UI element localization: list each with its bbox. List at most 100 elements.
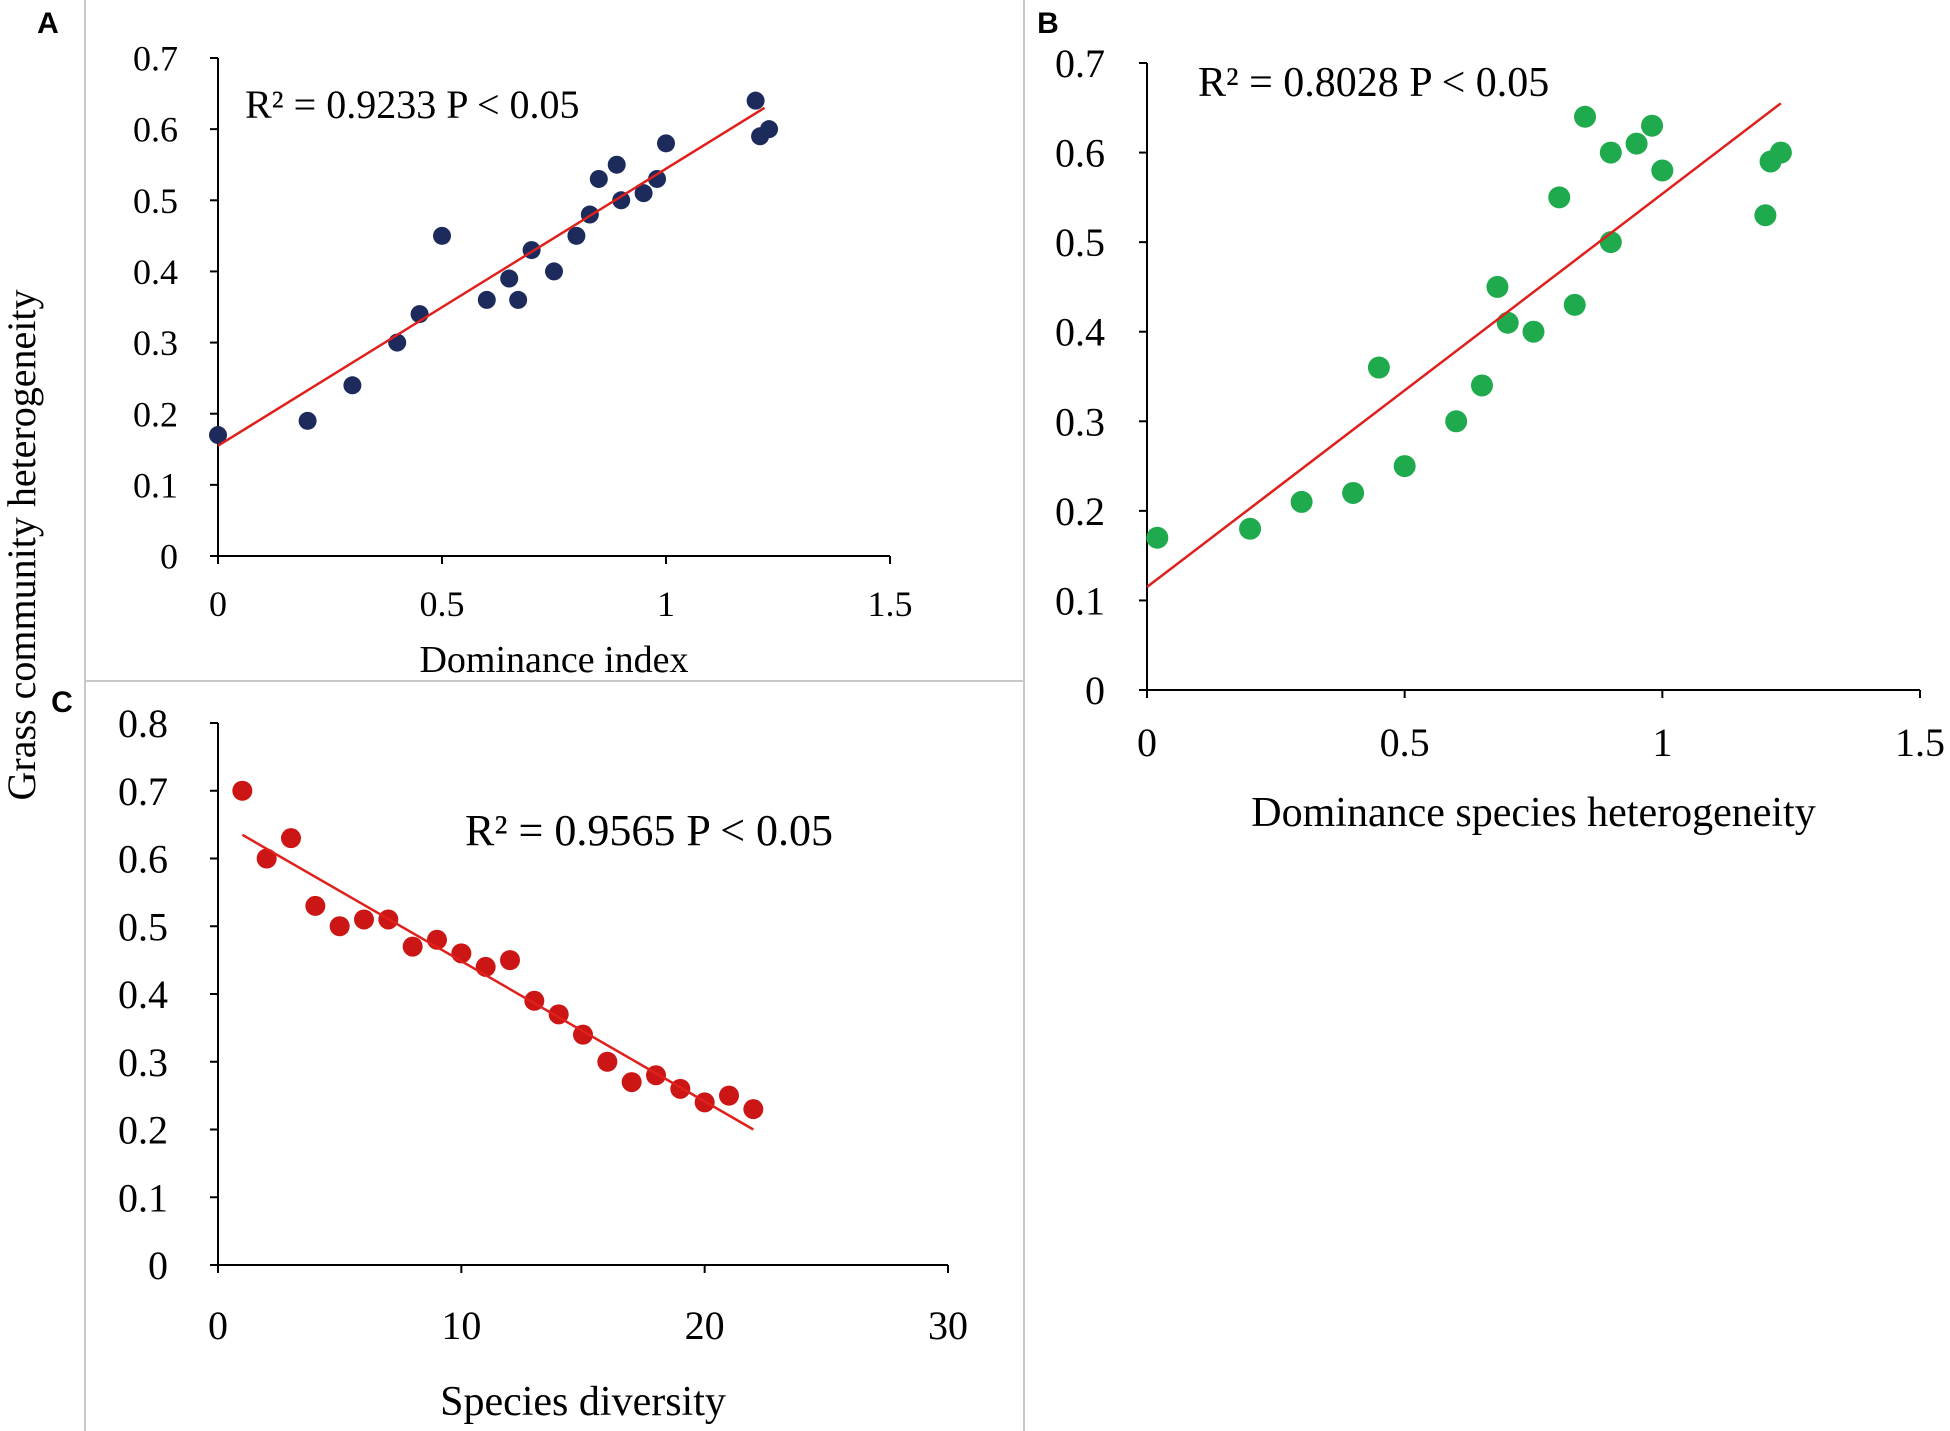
x-tick-label: 0: [209, 584, 227, 624]
y-tick-label: 0: [148, 1243, 168, 1288]
y-tick-label: 0.5: [133, 181, 178, 221]
x-tick-label: 0.5: [420, 584, 465, 624]
data-point-b: [1548, 186, 1571, 209]
data-point-b: [1563, 293, 1586, 316]
data-point-b: [1342, 481, 1365, 504]
panel-letter-a: A: [37, 7, 59, 40]
data-point-b: [1522, 320, 1545, 343]
data-point-c: [719, 1085, 739, 1106]
y-tick-label: 0.6: [1055, 131, 1105, 176]
y-tick-label: 0: [160, 537, 178, 577]
y-tick-label: 0.3: [1055, 399, 1105, 444]
data-point-b: [1574, 105, 1597, 128]
data-point-b: [1641, 114, 1664, 137]
y-tick-label: 0.5: [118, 904, 168, 949]
data-point-c: [232, 780, 253, 801]
y-tick-label: 0.7: [118, 769, 168, 814]
data-point-a: [298, 411, 317, 430]
data-point-a: [657, 134, 675, 153]
data-point-a: [634, 184, 653, 203]
y-tick-label: 0.7: [1055, 41, 1105, 86]
y-tick-label: 0.2: [118, 1108, 168, 1153]
data-point-a: [209, 426, 227, 445]
data-point-a: [746, 91, 765, 110]
y-tick-label: 0.6: [133, 110, 178, 150]
x-tick-label: 10: [441, 1303, 481, 1348]
data-point-c: [329, 916, 350, 937]
y-tick-label: 0.7: [133, 39, 178, 79]
y-tick-label: 0.1: [133, 465, 178, 505]
data-point-a: [607, 155, 626, 174]
y-tick-label: 0.4: [1055, 310, 1105, 355]
data-point-b: [1625, 132, 1648, 155]
x-tick-label: 0: [1137, 720, 1157, 765]
trend-line-b: [1146, 102, 1782, 588]
panel-a: 0 0.5 1 1.5 0 0.1 0.2 0.3 0.4 0.5 0.6 0.7 Dominance …: [133, 39, 913, 681]
x-tick-label: 1.5: [1895, 720, 1945, 765]
x-axis-title-a: Dominance index: [419, 639, 688, 681]
x-tick-label: 20: [685, 1303, 725, 1348]
r-squared-annotation-b: R² = 0.8028 P < 0.05: [1198, 60, 1549, 106]
data-point-c: [402, 936, 423, 957]
data-point-a: [500, 269, 519, 288]
trend-line-a: [217, 106, 766, 447]
data-point-c: [354, 909, 374, 930]
data-point-c: [597, 1051, 618, 1072]
data-point-c: [281, 828, 301, 849]
data-point-b: [1769, 141, 1792, 164]
x-tick-label: 0: [208, 1303, 228, 1348]
y-tick-label: 0.8: [118, 701, 168, 746]
data-point-b: [1146, 526, 1169, 549]
data-point-b: [1496, 311, 1519, 334]
data-point-b: [1239, 517, 1262, 540]
data-point-a: [343, 376, 362, 395]
data-point-b: [1486, 275, 1509, 298]
y-tick-label: 0.3: [133, 323, 178, 363]
data-point-b: [1470, 374, 1493, 397]
trend-line-c: [241, 833, 754, 1131]
data-point-a: [567, 226, 586, 245]
y-tick-label: 0.1: [118, 1175, 168, 1220]
panel-b: 0 0.5 1 1.5 0 0.1 0.2 0.3 0.4 0.5 0.6 0.7 Dominance …: [1055, 41, 1945, 836]
data-point-a: [545, 262, 563, 281]
data-point-c: [305, 895, 326, 916]
x-axis-title-b: Dominance species heterogeneity: [1251, 790, 1815, 836]
y-tick-label: 0.2: [133, 394, 178, 434]
data-point-c: [256, 848, 277, 869]
data-point-c: [670, 1078, 691, 1099]
y-tick-label: 0.4: [133, 252, 178, 292]
y-tick-label: 0.3: [118, 1040, 168, 1085]
y-tick-label: 0.2: [1055, 489, 1105, 534]
x-tick-label: 30: [928, 1303, 968, 1348]
r-squared-annotation-c: R² = 0.9565 P < 0.05: [465, 806, 833, 855]
x-tick-label: 1: [657, 584, 675, 624]
r-squared-annotation-a: R² = 0.9233 P < 0.05: [245, 82, 580, 127]
data-point-b: [1599, 141, 1622, 164]
x-axis-title-c: Species diversity: [440, 1379, 726, 1425]
y-tick-label: 0: [1085, 668, 1105, 713]
panel-letter-c: C: [51, 686, 73, 719]
data-point-b: [1754, 204, 1777, 227]
data-point-a: [612, 191, 631, 210]
y-tick-label: 0.6: [118, 837, 168, 882]
data-point-a: [477, 290, 496, 309]
y-tick-label: 0.1: [1055, 578, 1105, 623]
data-point-b: [1367, 356, 1390, 379]
x-tick-label: 1: [1652, 720, 1672, 765]
y-tick-label: 0.4: [118, 972, 168, 1017]
shared-y-axis-title: Grass community heterogeneity: [0, 290, 44, 801]
x-tick-label: 0.5: [1380, 720, 1430, 765]
data-point-a: [760, 120, 779, 139]
data-point-b: [1445, 410, 1468, 433]
data-point-a: [433, 226, 451, 245]
data-point-c: [621, 1072, 642, 1093]
data-point-c: [500, 950, 520, 971]
data-point-b: [1651, 159, 1674, 182]
y-tick-label: 0.5: [1055, 220, 1105, 265]
data-point-b: [1290, 490, 1313, 513]
data-point-a: [589, 169, 608, 188]
data-point-b: [1393, 455, 1416, 478]
panel-letter-b: B: [1037, 7, 1059, 40]
data-point-a: [648, 169, 667, 188]
